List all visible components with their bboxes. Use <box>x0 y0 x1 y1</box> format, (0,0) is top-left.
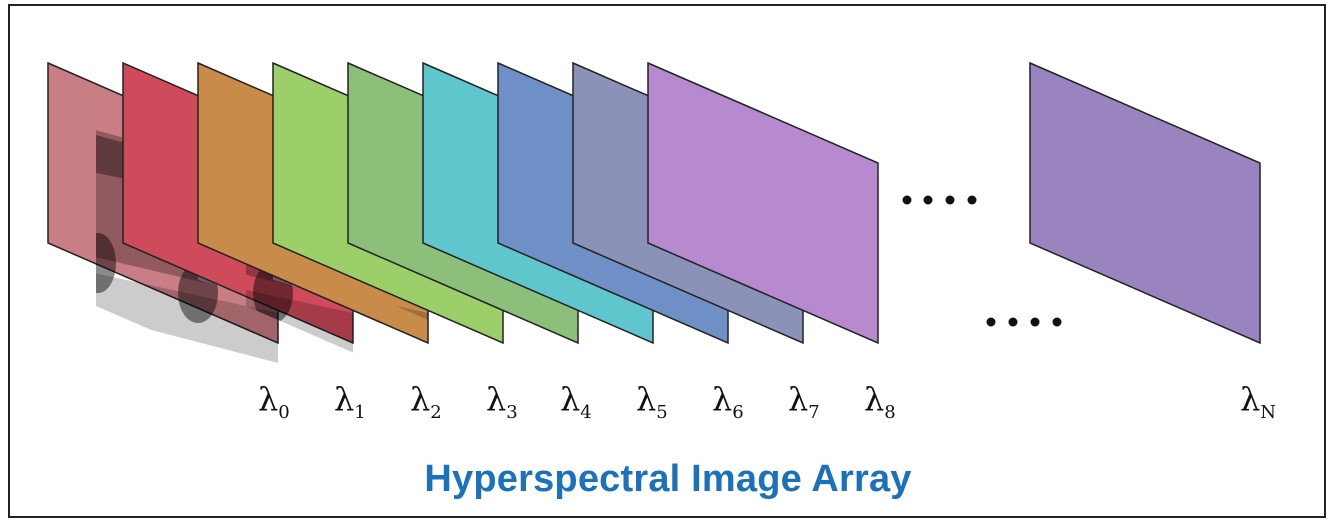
spectral-frames <box>47 61 1261 365</box>
wavelength-label-7: λ7 <box>788 380 820 423</box>
wavelength-label-N: λN <box>1240 380 1276 423</box>
wavelength-label-2: λ2 <box>410 380 442 423</box>
wavelength-label-3: λ3 <box>486 380 518 423</box>
spectral-frame-N <box>1029 61 1261 345</box>
diagram-caption: Hyperspectral Image Array <box>424 458 912 500</box>
wavelength-label-5: λ5 <box>636 380 668 423</box>
ellipsis-upper <box>902 195 977 205</box>
spectral-frame-8 <box>647 61 879 345</box>
wavelength-label-8: λ8 <box>864 380 896 423</box>
wavelength-label-0: λ0 <box>258 380 290 423</box>
wavelength-label-1: λ1 <box>334 380 366 423</box>
wavelength-labels: λ0 λ1 λ2 λ3 λ4 λ5 λ6 λ7 λ8 λN <box>258 380 1276 423</box>
ellipsis-lower <box>986 317 1062 327</box>
wavelength-label-4: λ4 <box>560 380 592 423</box>
wavelength-label-6: λ6 <box>712 380 744 423</box>
